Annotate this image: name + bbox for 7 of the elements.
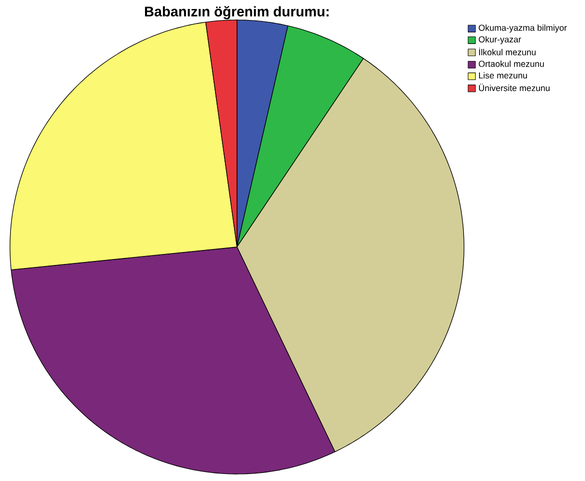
chart-title: Babanızın öğrenim durumu: — [145, 6, 329, 20]
legend-label: Okur-yazar — [478, 36, 522, 44]
legend-label: Lise mezunu — [479, 72, 527, 79]
legend-label: Üniversite mezunu — [479, 84, 550, 92]
legend-label: Ortaokul mezunu — [478, 60, 544, 67]
legend-label: Okuma-yazma bilmiyor — [478, 24, 567, 33]
legend-label: İlkokul mezunu — [479, 48, 536, 56]
